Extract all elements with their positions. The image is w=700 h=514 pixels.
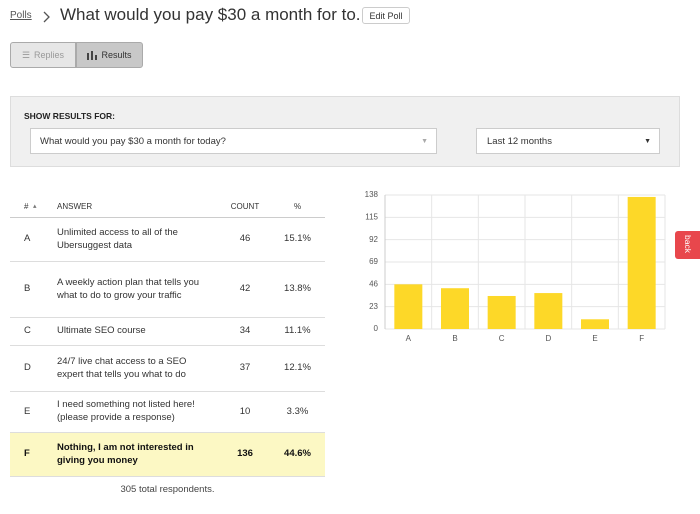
feedback-tab[interactable]: back <box>675 231 700 259</box>
bar <box>581 319 609 329</box>
y-tick-label: 0 <box>374 324 379 333</box>
breadcrumb[interactable]: Polls <box>10 10 32 21</box>
bar <box>487 295 516 329</box>
table-cell: 34 <box>239 325 251 337</box>
x-tick-label: F <box>639 334 644 343</box>
y-tick-label: 115 <box>365 212 378 221</box>
table-cell: 15.1% <box>284 233 311 245</box>
column-header: COUNT <box>230 201 260 211</box>
bar <box>534 293 563 329</box>
table-cell: D <box>24 362 31 374</box>
table-cell: A <box>24 233 31 245</box>
table-cell: 42 <box>239 283 251 295</box>
table-cell: 3.3% <box>286 405 309 417</box>
y-tick-label: 92 <box>369 235 378 244</box>
tab-label: Results <box>101 50 132 60</box>
table-cell: C <box>24 325 31 337</box>
table-cell: 136 <box>237 448 253 460</box>
select-text: What would you pay $30 a month for today… <box>40 135 226 147</box>
table-cell: B <box>24 283 31 295</box>
table-cell: Unlimited access to all of the Ubersugge… <box>57 226 178 251</box>
table-row: F Nothing, I am not interested in giving … <box>10 433 325 477</box>
tab-label: Replies <box>34 50 65 60</box>
table-cell: F <box>24 448 30 460</box>
page-title: What would you pay $30 a month for to... <box>60 5 370 24</box>
table-row: B A weekly action plan that tells you wha… <box>10 262 325 318</box>
column-header: ANSWER <box>57 201 93 211</box>
bar <box>627 196 656 329</box>
table-cell: 37 <box>239 362 251 374</box>
period-select[interactable]: Last 12 months ▼ <box>476 128 660 154</box>
edit-button[interactable]: Edit Poll <box>362 7 410 24</box>
x-tick-label: C <box>499 334 505 343</box>
column-header: # <box>24 201 29 211</box>
table-row: A Unlimited access to all of the Ubersugg… <box>10 218 325 262</box>
x-tick-label: B <box>452 334 457 343</box>
y-tick-label: 23 <box>369 302 378 311</box>
select-text: Last 12 months <box>487 135 552 147</box>
table-cell: 24/7 live chat access to a SEO expert th… <box>57 355 187 380</box>
sort-icon: ▴ <box>33 203 37 210</box>
table-cell: 11.1% <box>284 325 311 337</box>
table-row: D 24/7 live chat access to a SEO expert t… <box>10 346 325 392</box>
table-cell: 46 <box>239 233 251 245</box>
table-cell: A weekly action plan that tells you what… <box>57 276 200 301</box>
bar <box>441 288 469 329</box>
bar <box>394 284 423 329</box>
table-cell: 12.1% <box>284 362 311 374</box>
bar-icon <box>87 50 98 60</box>
x-tick-label: D <box>545 334 551 343</box>
table-row: C Ultimate SEO course 34 11.1% <box>10 318 325 346</box>
filter-panel: SHOW RESULTS FOR: What would you pay $30… <box>10 96 680 167</box>
y-tick-label: 46 <box>369 279 378 288</box>
table-footer: 305 total respondents. <box>120 484 215 495</box>
table-cell: 13.8% <box>284 283 311 295</box>
y-tick-label: 138 <box>365 190 379 199</box>
column-header: % <box>293 201 302 211</box>
table-cell: Ultimate SEO course <box>57 325 146 337</box>
table-row: E I need something not listed here! (plea… <box>10 392 325 433</box>
replies-tab[interactable]: ☰ Replies <box>10 42 76 68</box>
feedback-text: back <box>683 235 693 253</box>
filter-label: SHOW RESULTS FOR: <box>24 111 115 121</box>
x-tick-label: A <box>406 334 412 343</box>
question-select[interactable]: What would you pay $30 a month for today… <box>30 128 437 154</box>
results-tab[interactable]: Results <box>76 42 143 68</box>
y-tick-label: 69 <box>369 257 378 266</box>
table-cell: Nothing, I am not interested in giving y… <box>57 441 194 466</box>
x-tick-label: E <box>592 334 597 343</box>
table-cell: 44.6% <box>284 448 311 460</box>
table-cell: 10 <box>239 405 251 417</box>
table-cell: E <box>24 405 31 417</box>
table-header: # ANSWER COUNT% ▴ <box>10 195 325 218</box>
chevron <box>43 11 50 23</box>
table-cell: I need something not listed here! (pleas… <box>57 399 195 423</box>
